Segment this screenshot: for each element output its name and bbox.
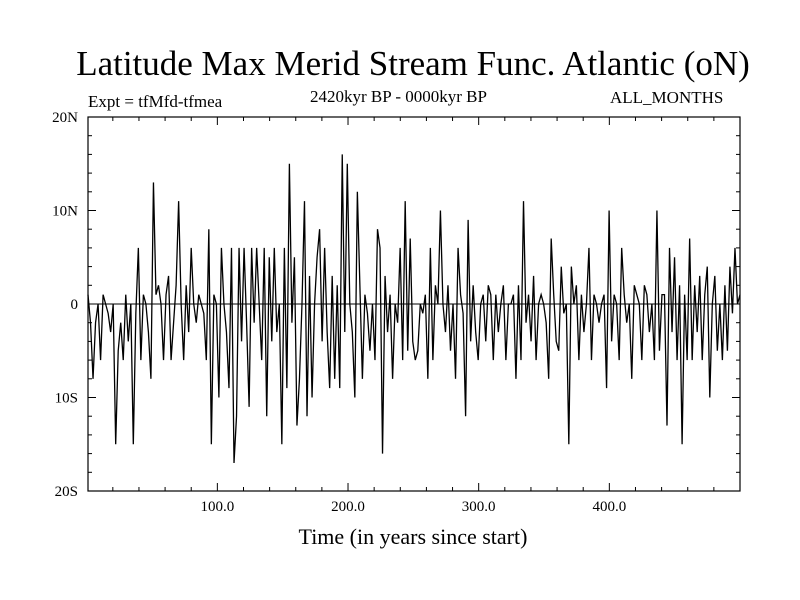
y-tick-label: 20S — [55, 484, 78, 500]
series-line-tfMfd-tfmea — [87, 154, 741, 463]
x-axis-label: Time (in years since start) — [298, 524, 528, 549]
x-tick-label: 300.0 — [462, 499, 496, 515]
y-tick-label: 10S — [55, 391, 78, 407]
months-label: ALL_MONTHS — [610, 88, 724, 107]
x-tick-label: 400.0 — [592, 499, 626, 515]
x-tick-label: 200.0 — [331, 499, 365, 515]
period-label: 2420kyr BP - 0000kyr BP — [310, 87, 487, 106]
x-tick-label: 100.0 — [200, 499, 234, 515]
y-tick-label: 20N — [52, 110, 78, 126]
experiment-label: Expt = tfMfd-tfmea — [88, 92, 223, 111]
chart-title: Latitude Max Merid Stream Func. Atlantic… — [76, 44, 750, 83]
y-tick-label: 0 — [71, 297, 79, 313]
y-tick-label: 10N — [52, 204, 78, 220]
